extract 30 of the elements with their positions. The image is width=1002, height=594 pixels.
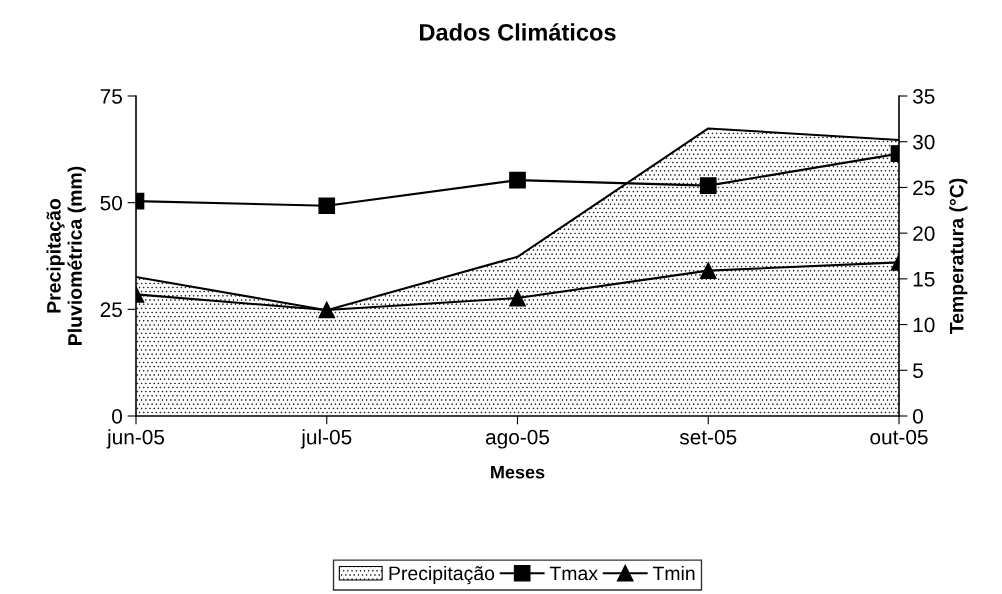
y-tick-label: 0: [112, 409, 122, 424]
y2-tick-label: 0: [913, 409, 923, 424]
point: [699, 262, 717, 279]
point: [318, 197, 336, 215]
y2-tick-label: 30: [912, 134, 935, 150]
y2-axis-title: Temperatura (°C): [949, 178, 968, 335]
y2-tick-label: 10: [913, 317, 935, 333]
y-tick-label: 50: [100, 195, 122, 211]
point: [509, 289, 526, 307]
x-tick-label: jul-05: [300, 429, 352, 449]
y2-tick-label: 35: [912, 89, 935, 104]
x-tick-label: jun-05: [106, 429, 165, 449]
legend-label: Precipitação: [389, 565, 495, 585]
legend-label: Tmax: [549, 566, 598, 581]
legend-label: Tmin: [652, 565, 695, 581]
point: [318, 301, 336, 319]
y2-tick-label: 5: [913, 363, 923, 379]
y2-tick-label: 25: [913, 180, 935, 196]
point: [699, 177, 717, 194]
y-tick-label: 25: [100, 302, 122, 318]
x-axis-title: Meses: [491, 465, 545, 479]
chart-title: Dados Climáticos: [420, 23, 616, 41]
y-tick-label: 75: [100, 89, 122, 104]
y2-tick-label: 15: [913, 272, 935, 287]
x-tick-label: out-05: [870, 429, 928, 445]
x-tick-label: set-05: [679, 429, 737, 445]
point: [509, 171, 526, 189]
y-axis-title: Precipitação Pluviométrica (mm): [46, 166, 86, 345]
y2-tick-label: 20: [913, 226, 935, 241]
x-tick-label: ago-05: [485, 429, 550, 449]
